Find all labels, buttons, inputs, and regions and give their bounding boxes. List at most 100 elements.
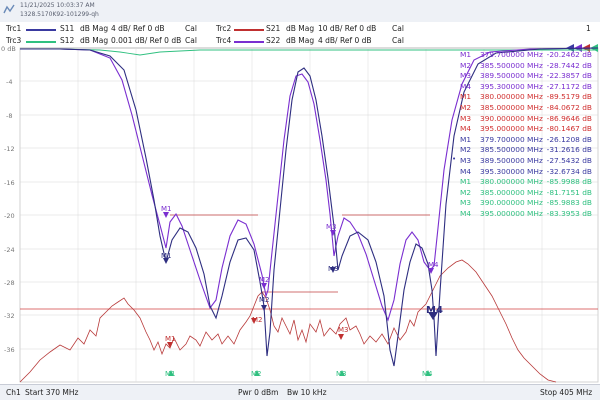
trace-param: S22 <box>266 36 281 45</box>
trace-param: S11 <box>60 24 75 33</box>
marker-label: M4 <box>422 370 433 378</box>
marker-row[interactable]: M3 390.000000 MHz -85.9883 dB <box>448 198 598 209</box>
marker-label: M3 <box>326 223 337 231</box>
marker-id: M3 <box>460 71 472 81</box>
marker-row[interactable]: M2 385.500000 MHz -28.7442 dB <box>448 61 598 72</box>
stop-frequency[interactable]: Stop 405 MHz <box>540 388 593 397</box>
marker-frequency: 385.500000 MHz <box>480 145 543 155</box>
marker-triangle-icon[interactable] <box>163 212 169 218</box>
channel-label[interactable]: Ch1 <box>6 388 21 397</box>
marker-label: M3 <box>338 326 349 334</box>
marker-row[interactable]: M4 395.300000 MHz -27.1172 dB <box>448 82 598 93</box>
marker-value: -31.2616 dB <box>546 145 592 155</box>
trace-id[interactable]: Trc4 <box>216 36 232 45</box>
marker-frequency: 395.000000 MHz <box>480 124 543 134</box>
marker-label: M1 <box>165 370 176 378</box>
marker-frequency: 385.500000 MHz <box>480 60 543 70</box>
marker-label: M2 <box>259 276 270 284</box>
marker-id: M4 <box>460 124 472 134</box>
y-tick-label: -24 <box>4 246 15 254</box>
marker-value: -86.9646 dB <box>546 113 592 123</box>
marker-triangle-icon[interactable] <box>163 258 169 264</box>
marker-triangle-icon[interactable] <box>428 268 434 274</box>
marker-value: -83.3953 dB <box>546 208 592 218</box>
start-frequency[interactable]: Start 370 MHz <box>25 388 79 397</box>
marker-value: -85.9883 dB <box>546 198 592 208</box>
s21-trace <box>19 259 557 383</box>
trace-scale: 0.001 dB/ Ref 0 dB <box>111 36 182 45</box>
marker-triangle-icon[interactable] <box>428 312 438 320</box>
channel-number[interactable]: 1 <box>586 24 591 33</box>
trace-format: dB Mag <box>286 24 315 33</box>
marker-triangle-icon[interactable] <box>425 370 431 376</box>
marker-row[interactable]: M1 379.700000 MHz -20.2462 dB <box>448 50 598 61</box>
marker-frequency: 389.500000 MHz <box>480 71 543 81</box>
trace-color-swatch <box>234 29 264 31</box>
trace-color-swatch <box>26 29 56 31</box>
marker-triangle-icon[interactable] <box>330 230 336 236</box>
marker-label: M1 <box>161 252 172 260</box>
marker-value: -81.7151 dB <box>546 187 592 197</box>
marker-triangle-icon[interactable] <box>167 342 173 348</box>
marker-frequency: 390.000000 MHz <box>480 113 543 123</box>
marker-frequency: 395.300000 MHz <box>480 81 543 91</box>
marker-frequency: 380.000000 MHz <box>480 177 543 187</box>
trace-color-swatch <box>234 41 264 43</box>
marker-row[interactable]: M1 380.000000 MHz -89.5179 dB <box>448 92 598 103</box>
marker-triangle-icon[interactable] <box>338 334 344 340</box>
marker-triangle-icon[interactable] <box>261 305 267 311</box>
marker-id: M1 <box>460 177 472 187</box>
active-marker-dot-icon: • <box>452 155 457 163</box>
marker-triangle-icon[interactable] <box>251 318 257 324</box>
marker-row[interactable]: M3 389.500000 MHz -27.5432 dB <box>448 156 598 167</box>
marker-value: -27.5432 dB <box>546 155 592 165</box>
trace-color-swatch <box>26 41 56 43</box>
power-level[interactable]: Pwr 0 dBm <box>238 388 279 397</box>
marker-row-active[interactable]: M4 395.300000 MHz -32.6734 dB <box>448 167 598 178</box>
marker-frequency: 395.300000 MHz <box>480 166 543 176</box>
marker-id: M2 <box>460 102 472 112</box>
marker-id: M2 <box>460 145 472 155</box>
marker-row[interactable]: M2 385.000000 MHz -81.7151 dB <box>448 188 598 199</box>
marker-frequency: 389.500000 MHz <box>480 155 543 165</box>
trace-id[interactable]: Trc3 <box>6 36 22 45</box>
marker-row[interactable]: M2 385.500000 MHz -31.2616 dB <box>448 145 598 156</box>
marker-row[interactable]: M1 379.700000 MHz -26.1208 dB <box>448 135 598 146</box>
marker-triangle-icon[interactable] <box>254 370 260 376</box>
trace-cal: Cal <box>185 36 197 45</box>
marker-triangle-icon[interactable] <box>330 267 336 273</box>
marker-id: M1 <box>460 134 472 144</box>
marker-id: M3 <box>460 113 472 123</box>
marker-triangle-icon[interactable] <box>261 283 267 289</box>
trace-id[interactable]: Trc1 <box>6 24 22 33</box>
marker-row[interactable]: M4 395.000000 MHz -80.1467 dB <box>448 124 598 135</box>
marker-value: -26.1208 dB <box>546 134 592 144</box>
y-tick-label: -20 <box>4 212 15 220</box>
trace-format: dB Mag <box>80 24 109 33</box>
marker-row[interactable]: M3 390.000000 MHz -86.9646 dB <box>448 114 598 125</box>
trace-param: S12 <box>60 36 75 45</box>
marker-row[interactable]: M1 380.000000 MHz -85.9988 dB <box>448 177 598 188</box>
marker-id: M3 <box>460 155 472 165</box>
marker-id: M1 <box>460 50 472 59</box>
marker-row[interactable]: M4 395.000000 MHz -83.3953 dB <box>448 209 598 220</box>
marker-value: -20.2462 dB <box>546 50 592 59</box>
trace-plot: 0 dB -4 -8 -12 -16 -20 -24 -28 -32 -36 <box>1 44 599 383</box>
y-tick-label: 0 dB <box>1 45 16 53</box>
marker-label: M2 <box>259 296 270 304</box>
marker-triangle-icon[interactable] <box>168 370 174 376</box>
marker-frequency: 385.000000 MHz <box>480 187 543 197</box>
marker-row[interactable]: M3 389.500000 MHz -22.3857 dB <box>448 71 598 82</box>
marker-label: M1 <box>161 205 172 213</box>
bandwidth[interactable]: Bw 10 kHz <box>287 388 327 397</box>
trace-scale: 4 dB/ Ref 0 dB <box>111 24 165 33</box>
marker-frequency: 379.700000 MHz <box>480 134 543 144</box>
marker-frequency: 380.000000 MHz <box>480 92 543 102</box>
trace-id[interactable]: Trc2 <box>216 24 232 33</box>
marker-row[interactable]: M2 385.000000 MHz -84.0672 dB <box>448 103 598 114</box>
trace-info-panel: Trc1 S11 dB Mag 4 dB/ Ref 0 dB Cal Trc2 … <box>0 22 600 48</box>
y-tick-label: -4 <box>6 78 12 86</box>
marker-triangle-icon[interactable] <box>339 370 345 376</box>
marker-id: M4 <box>460 81 472 91</box>
marker-value: -84.0672 dB <box>546 102 592 112</box>
